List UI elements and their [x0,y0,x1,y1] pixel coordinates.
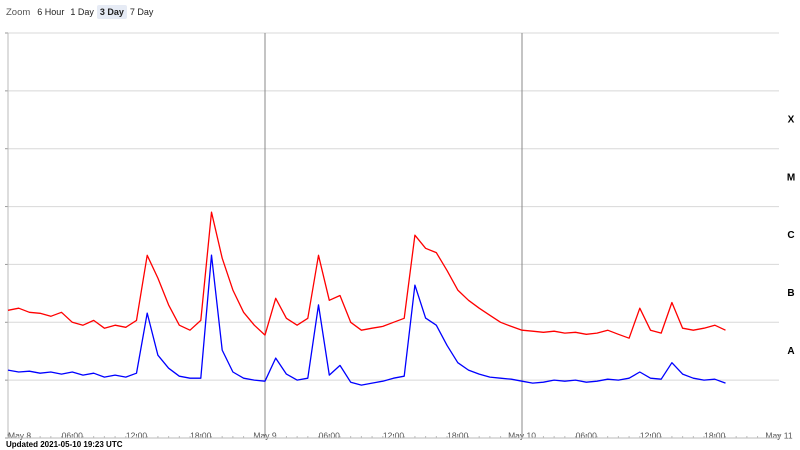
x-tick-label: May 11 [765,430,793,440]
x-tick-label: May 9 [253,430,276,440]
zoom-control: Zoom 6 Hour 1 Day 3 Day 7 Day [6,4,156,20]
x-tick-label: May 8 [8,430,31,440]
flare-class-label: C [787,230,794,241]
x-tick-label: 12:00 [126,430,148,440]
x-tick-label: 06:00 [576,430,598,440]
x-tick-label: 18:00 [190,430,212,440]
x-tick-label: 06:00 [62,430,84,440]
zoom-button[interactable]: 7 Day [129,7,154,17]
series-line [7,254,726,386]
zoom-button[interactable]: 1 Day [70,7,94,17]
x-tick-label: 12:00 [383,430,405,440]
zoom-label: Zoom [6,6,31,18]
x-tick-label: 18:00 [447,430,469,440]
x-tick-label: 18:00 [704,430,726,440]
x-tick-label: 12:00 [640,430,662,440]
flare-class-label: A [787,346,794,357]
flare-class-label: M [787,172,795,183]
x-tick-label: May 10 [508,430,536,440]
updated-note: Updated 2021-05-10 19:23 UTC [6,440,123,449]
zoom-button[interactable]: 6 Hour [37,7,65,17]
zoom-button[interactable]: 3 Day [96,5,127,19]
x-tick-label: 06:00 [319,430,341,440]
flare-class-label: X [788,114,795,125]
series-line [7,211,726,339]
flare-class-label: B [787,288,794,299]
